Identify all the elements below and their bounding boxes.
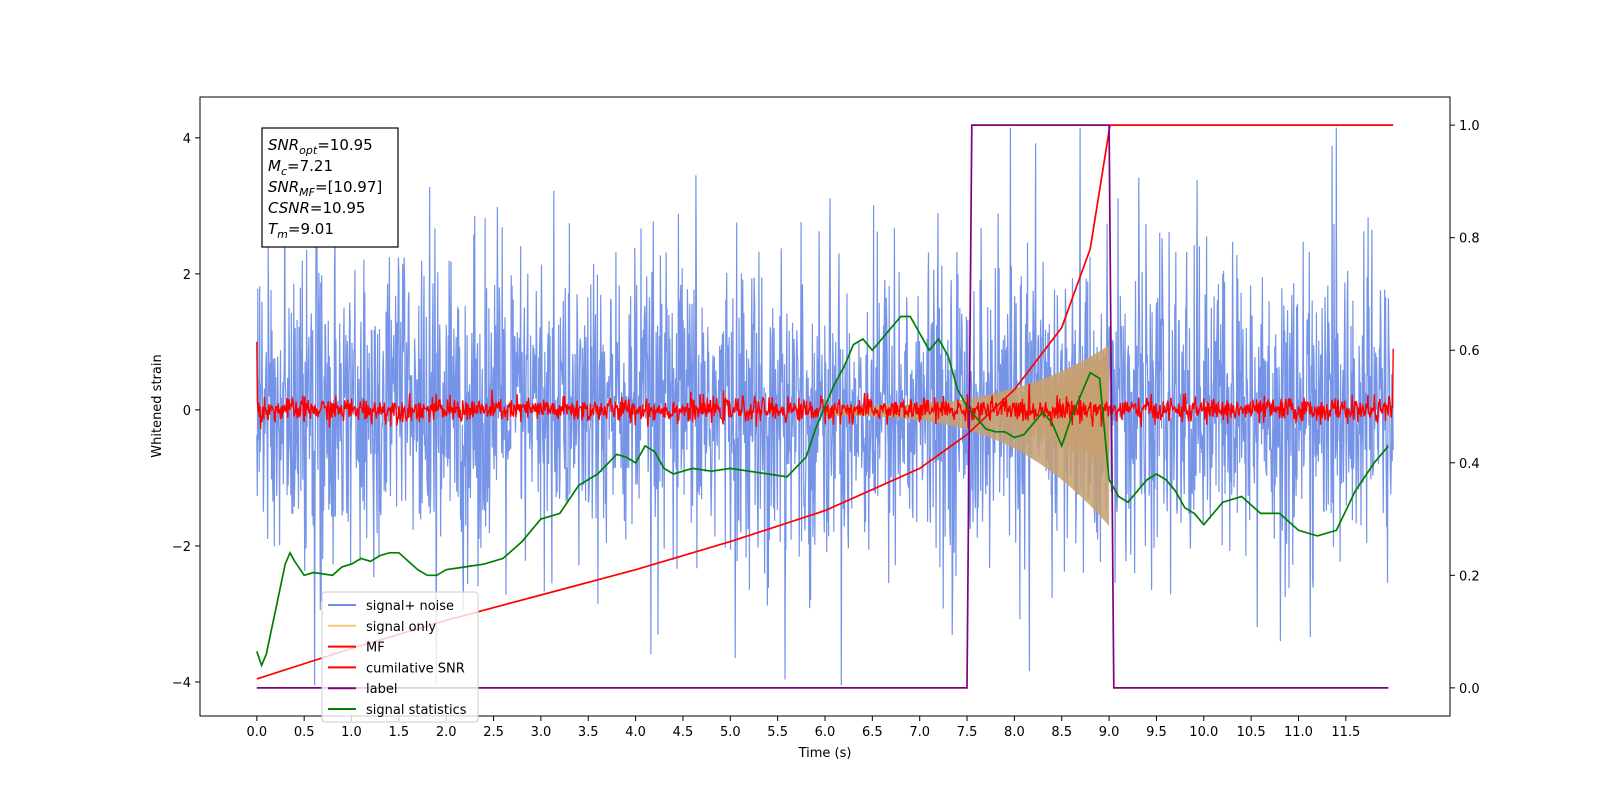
series-signal-statistics	[255, 315, 1390, 668]
x-tick-label: 0.5	[294, 725, 315, 740]
x-tick-label: 5.0	[720, 725, 741, 740]
legend-entry: signal only	[366, 620, 436, 635]
annotation-line: SNRMF=[10.97]	[268, 178, 382, 199]
legend-entry: cumilative SNR	[366, 661, 465, 676]
y-tick-label-right: 0.0	[1459, 682, 1480, 697]
x-tick-label: 6.0	[815, 725, 836, 740]
y-tick-label-left: −2	[172, 540, 191, 555]
annotation-line: CSNR=10.95	[268, 199, 365, 217]
x-tick-label: 2.0	[436, 725, 457, 740]
y-axis-label: Whitened strain	[150, 354, 165, 457]
x-tick-label: 1.0	[341, 725, 362, 740]
legend-entry: signal statistics	[366, 703, 467, 718]
legend-frame	[321, 591, 479, 723]
legend-entry: label	[366, 682, 397, 697]
x-tick-label: 9.5	[1146, 725, 1167, 740]
annotation-frame	[261, 127, 399, 248]
x-tick-label: 2.5	[483, 725, 504, 740]
annotation-line: SNRopt=10.95	[268, 136, 373, 157]
x-tick-label: 8.0	[1004, 725, 1025, 740]
x-tick-label: 4.5	[673, 725, 694, 740]
x-tick-label: 7.5	[957, 725, 978, 740]
series-signal-noise	[256, 127, 1394, 686]
x-tick-label: 11.5	[1331, 725, 1360, 740]
y-tick-label-right: 0.2	[1459, 569, 1480, 584]
legend: signal+ noise signal only MF cumilative SNR…	[321, 591, 479, 723]
x-tick-label: 7.0	[909, 725, 930, 740]
x-tick-label: 10.0	[1189, 725, 1218, 740]
y-tick-label-left: 4	[183, 132, 191, 147]
legend-entry: signal+ noise	[366, 599, 454, 614]
x-tick-label: 11.0	[1284, 725, 1313, 740]
x-tick-label: 6.5	[862, 725, 883, 740]
x-tick-label: 3.0	[531, 725, 552, 740]
series-mf	[256, 341, 1394, 430]
x-axis-label: Time (s)	[798, 746, 852, 761]
x-tick-label: 1.5	[389, 725, 410, 740]
y-tick-label-left: 2	[183, 268, 191, 283]
y-tick-label-left: −4	[172, 676, 191, 691]
y-tick-label-right: 0.8	[1459, 232, 1480, 247]
legend-entry: MF	[366, 641, 385, 656]
ticks-layer: 0.0 0.5 1.0 1.5 2.0 2.5 3.0 3.5 4.0 4.5 5.0 5.5 6.0 6…	[172, 119, 1480, 740]
annotation-box: SNRopt=10.95Mc=7.21SNRMF=[10.97]CSNR=10.…	[261, 127, 399, 248]
x-tick-label: 10.5	[1237, 725, 1266, 740]
x-tick-label: 0.0	[246, 725, 267, 740]
series-label	[256, 124, 1389, 689]
series-signal-only-envelope	[825, 345, 1110, 527]
x-tick-label: 9.0	[1099, 725, 1120, 740]
annotation-line: Tm=9.01	[268, 220, 334, 241]
y-tick-label-right: 0.4	[1459, 457, 1480, 472]
annotation-line: Mc=7.21	[268, 157, 333, 178]
x-tick-label: 3.5	[578, 725, 599, 740]
x-tick-label: 5.5	[767, 725, 788, 740]
y-tick-label-right: 1.0	[1459, 119, 1480, 134]
y-tick-label-left: 0	[183, 404, 191, 419]
x-tick-label: 8.5	[1051, 725, 1072, 740]
y-tick-label-right: 0.6	[1459, 344, 1480, 359]
x-tick-label: 4.0	[625, 725, 646, 740]
